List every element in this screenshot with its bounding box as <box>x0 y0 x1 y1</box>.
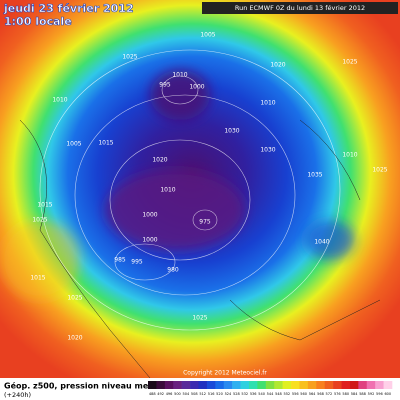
colorbar-swatch <box>156 381 166 389</box>
colorbar-swatch <box>366 381 376 389</box>
colorbar-swatch <box>215 381 225 389</box>
colorbar-label: 528 <box>233 392 240 396</box>
colorbar-swatch <box>291 381 300 389</box>
colorbar-label: 552 <box>283 392 290 396</box>
isobar-label: 985 <box>114 257 126 264</box>
isobar-label: 975 <box>199 219 211 226</box>
isobar-label: 1025 <box>342 59 357 66</box>
colorbar-swatch <box>307 381 317 389</box>
isobar-label: 1020 <box>270 62 285 69</box>
colorbar-label: 488 <box>149 392 156 396</box>
colorbar-swatch <box>190 381 199 389</box>
forecast-time: 1:00 locale <box>4 15 72 28</box>
colorbar-label: 508 <box>191 392 198 396</box>
colorbar-label: 600 <box>384 392 391 396</box>
colorbar-swatch <box>164 381 174 389</box>
colorbar-label: 492 <box>157 392 164 396</box>
isobar-label: 980 <box>167 267 179 274</box>
colorbar-swatch <box>223 381 233 389</box>
colorbar-label: 580 <box>342 392 349 396</box>
colorbar-label: 596 <box>376 392 383 396</box>
copyright: Copyright 2012 Meteociel.fr <box>183 370 267 377</box>
isobar-label: 1040 <box>314 239 329 246</box>
colorbar-label: 536 <box>250 392 257 396</box>
colorbar-label: 524 <box>225 392 232 396</box>
colorbar-swatch <box>198 381 208 389</box>
colorbar-swatch <box>316 381 325 389</box>
isobar-label: 995 <box>131 259 143 266</box>
colorbar-label: 512 <box>199 392 206 396</box>
isobar-label: 995 <box>159 82 171 89</box>
isobar-label: 1035 <box>307 172 322 179</box>
isobar-label: 1005 <box>66 141 81 148</box>
colorbar-swatch <box>257 381 267 389</box>
isobar-label: 1010 <box>342 152 357 159</box>
colorbar-swatch <box>248 381 258 389</box>
isobar-label: 1000 <box>142 212 157 219</box>
run-box <box>202 2 398 14</box>
colorbar-label: 520 <box>216 392 223 396</box>
isobar-label: 1010 <box>52 97 67 104</box>
colorbar-swatch <box>240 381 250 389</box>
colorbar-label: 560 <box>300 392 307 396</box>
colorbar-label: 544 <box>267 392 274 396</box>
forecast-date: jeudi 23 février 2012 <box>3 2 134 15</box>
isobar-label: 1025 <box>122 54 137 61</box>
isobar-label: 1005 <box>200 32 215 39</box>
isobar-label: 1025 <box>192 315 207 322</box>
lead-time: (+240h) <box>4 391 31 399</box>
isobar-label: 1010 <box>172 72 187 79</box>
isobars <box>39 49 341 331</box>
coastlines <box>19 119 381 379</box>
colorbar-swatch <box>333 381 342 389</box>
colorbar-label: 572 <box>326 392 333 396</box>
run-info: Run ECMWF 0Z du lundi 13 février 2012 <box>235 4 365 12</box>
colorbar-label: 556 <box>292 392 299 396</box>
isobar-label: 1025 <box>32 217 47 224</box>
colorbar-swatch <box>383 381 393 389</box>
colorbar-label: 540 <box>258 392 265 396</box>
isobar-label: 1020 <box>67 335 82 342</box>
colorbar-swatch <box>375 381 384 389</box>
isobar-label: 1025 <box>67 295 82 302</box>
colorbar-label: 496 <box>166 392 173 396</box>
colorbar-swatch <box>358 381 368 389</box>
colorbar-swatch <box>232 381 241 389</box>
colorbar-swatch <box>181 381 191 389</box>
footer-title: Géop. z500, pression niveau mer <box>4 381 152 391</box>
colorbar-label: 576 <box>334 392 341 396</box>
colorbar-label: 548 <box>275 392 282 396</box>
colorbar-label: 564 <box>309 392 316 396</box>
isobar-label: 1000 <box>189 84 204 91</box>
colorbar-label: 592 <box>368 392 375 396</box>
isobar-label: 1010 <box>260 100 275 107</box>
colorbar-swatch <box>274 381 283 389</box>
isobar-label: 1015 <box>37 202 52 209</box>
isobar-label: 1010 <box>160 187 175 194</box>
isobar-label: 1025 <box>372 167 387 174</box>
colorbar-swatch <box>265 381 275 389</box>
colorbar-label: 568 <box>317 392 324 396</box>
colorbar-label: 532 <box>241 392 248 396</box>
isobar-label: 1030 <box>260 147 275 154</box>
colorbar-label: 516 <box>208 392 215 396</box>
colorbar-swatch <box>173 381 182 389</box>
colorbar-label: 588 <box>359 392 366 396</box>
colorbar-swatch <box>148 381 157 389</box>
isobar-label: 1015 <box>30 275 45 282</box>
colorbar-swatch <box>324 381 334 389</box>
colorbar-label: 504 <box>183 392 190 396</box>
colorbar-swatch <box>299 381 309 389</box>
isobar-label: 1020 <box>152 157 167 164</box>
colorbar-label: 500 <box>174 392 181 396</box>
isobar-label: 1000 <box>142 237 157 244</box>
colorbar-swatch <box>282 381 292 389</box>
isobar-label: 1030 <box>224 128 239 135</box>
colorbar-swatch <box>341 381 351 389</box>
isobar-label: 1015 <box>98 140 113 147</box>
colorbar-swatch <box>206 381 216 389</box>
colorbar-swatch <box>349 381 359 389</box>
colorbar-label: 584 <box>351 392 358 396</box>
